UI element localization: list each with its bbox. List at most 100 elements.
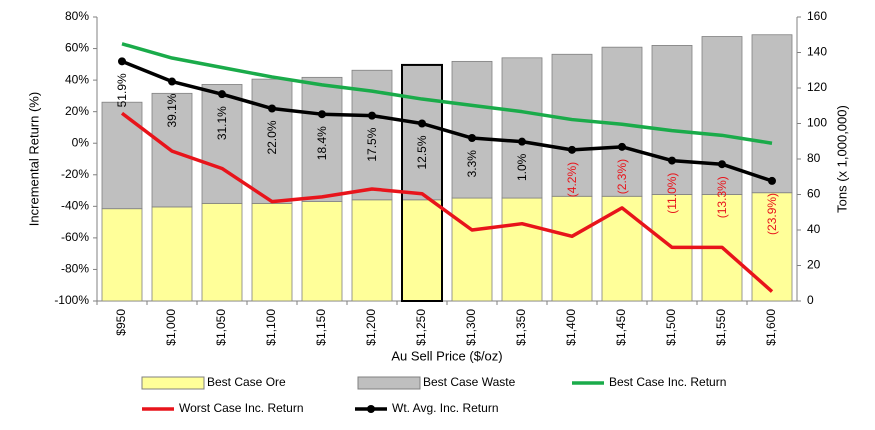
bar-segment <box>401 64 443 201</box>
y2-tick-label: 40 <box>807 222 821 236</box>
bar-segment <box>151 206 193 302</box>
line-marker <box>168 77 176 86</box>
x-tick-label: $1,000 <box>164 309 178 346</box>
y2-tick-label: 60 <box>807 187 821 201</box>
line-marker <box>418 119 426 128</box>
x-tick-label: $1,100 <box>264 309 278 346</box>
data-label: 22.0% <box>265 120 279 154</box>
bar-segment <box>201 84 243 204</box>
y2-tick-label: 120 <box>807 80 827 94</box>
line-marker <box>618 142 626 151</box>
data-label: (4.2%) <box>565 162 579 197</box>
y2-tick-label: 160 <box>807 9 827 23</box>
x-tick-label: $1,450 <box>614 309 628 346</box>
line-marker <box>718 160 726 169</box>
bar-segment <box>301 201 343 302</box>
x-tick-label: $1,250 <box>414 309 428 346</box>
data-label: 17.5% <box>365 127 379 161</box>
data-label: 3.3% <box>465 150 479 178</box>
data-label: 31.1% <box>215 106 229 140</box>
bar-segment <box>551 195 593 302</box>
y-axis-title: Incremental Return (%) <box>26 92 41 226</box>
bar-segment <box>401 199 443 302</box>
y-tick-label: 20% <box>65 104 89 118</box>
y2-axis-title: Tons (x 1,000,000) <box>834 105 849 213</box>
y2-tick-label: 20 <box>807 258 821 272</box>
bar-segment <box>201 202 243 302</box>
data-label: 39.1% <box>165 93 179 127</box>
x-tick-label: $1,500 <box>664 309 678 346</box>
line-marker <box>318 110 326 119</box>
y2-tick-label: 80 <box>807 151 821 165</box>
line-marker <box>468 134 476 143</box>
y2-tick-label: 140 <box>807 45 827 59</box>
y-tick-label: -80% <box>61 262 89 276</box>
y-tick-label: 0% <box>72 135 90 149</box>
y-tick-label: -20% <box>61 167 89 181</box>
x-tick-label: $1,400 <box>564 309 578 346</box>
legend-label: Worst Case Inc. Return <box>179 401 304 415</box>
x-tick-label: $1,600 <box>764 309 778 346</box>
data-label: 51.9% <box>115 73 129 107</box>
data-label: (11.0%) <box>665 173 679 214</box>
x-tick-label: $1,350 <box>514 309 528 346</box>
bar-segment <box>451 60 493 199</box>
bar-segment <box>751 34 793 194</box>
highlight-outline <box>401 63 443 302</box>
y-tick-label: 60% <box>65 41 89 55</box>
y-tick-label: -40% <box>61 199 89 213</box>
line-marker <box>668 156 676 165</box>
legend-label: Best Case Inc. Return <box>609 375 726 389</box>
line-marker <box>768 176 776 185</box>
x-tick-label: $1,150 <box>314 309 328 346</box>
y-tick-label: -60% <box>61 230 89 244</box>
x-tick-label: $1,200 <box>364 309 378 346</box>
data-label: 12.5% <box>415 135 429 169</box>
x-tick-label: $1,300 <box>464 309 478 346</box>
bar-segment <box>101 208 143 302</box>
bar-segment <box>251 78 293 204</box>
bar-segment <box>701 36 743 195</box>
legend-swatch <box>141 376 205 390</box>
x-tick-label: $1,550 <box>714 309 728 346</box>
bar-segment <box>651 45 693 195</box>
bar-segment <box>751 192 793 302</box>
line-marker <box>518 137 526 146</box>
bar-segment <box>251 202 293 302</box>
line-marker <box>218 90 226 99</box>
line-marker <box>118 57 126 66</box>
legend-marker <box>367 405 375 413</box>
bar-segment <box>351 199 393 302</box>
data-label: 1.0% <box>515 153 529 181</box>
y-tick-label: 40% <box>65 72 89 86</box>
bar-segment <box>101 101 143 210</box>
data-label: 18.4% <box>315 126 329 160</box>
x-axis-title: Au Sell Price ($/oz) <box>391 348 502 363</box>
x-tick-label: $950 <box>114 309 128 336</box>
bar-segment <box>501 197 543 302</box>
legend-swatch <box>357 376 421 390</box>
line-series <box>121 42 773 145</box>
line-marker <box>268 104 276 113</box>
legend-label: Wt. Avg. Inc. Return <box>392 401 499 415</box>
line-series <box>120 111 774 293</box>
y2-tick-label: 0 <box>807 293 814 307</box>
line-marker <box>568 145 576 154</box>
bar-segment <box>301 76 343 202</box>
legend-label: Best Case Waste <box>423 375 516 389</box>
legend-label: Best Case Ore <box>207 375 286 389</box>
data-label: (23.9%) <box>765 193 779 235</box>
x-tick-label: $1,050 <box>214 309 228 346</box>
line-series <box>121 59 773 183</box>
data-label: (13.3%) <box>715 176 729 218</box>
bar-segment <box>501 57 543 199</box>
bar-segment <box>551 53 593 197</box>
data-label: (2.3%) <box>615 159 629 194</box>
line-marker <box>368 111 376 120</box>
bar-segment <box>451 197 493 302</box>
y-tick-label: -100% <box>54 293 89 307</box>
bar-segment <box>601 195 643 302</box>
y-tick-label: 80% <box>65 9 89 23</box>
y2-tick-label: 100 <box>807 116 827 130</box>
